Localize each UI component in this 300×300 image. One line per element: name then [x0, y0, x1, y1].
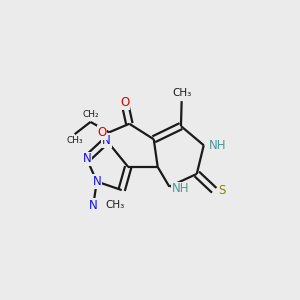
- Text: S: S: [218, 184, 226, 197]
- Text: N: N: [89, 199, 98, 212]
- Text: O: O: [120, 96, 129, 109]
- Text: CH₃: CH₃: [105, 200, 124, 210]
- Text: N: N: [82, 152, 91, 165]
- Text: O: O: [98, 126, 107, 139]
- Text: NH: NH: [209, 139, 226, 152]
- Text: N: N: [102, 134, 111, 147]
- Text: CH₃: CH₃: [172, 88, 191, 98]
- Text: CH₃: CH₃: [66, 136, 83, 146]
- Text: NH: NH: [172, 182, 189, 195]
- Text: CH₂: CH₂: [82, 110, 99, 119]
- Text: N: N: [92, 175, 101, 188]
